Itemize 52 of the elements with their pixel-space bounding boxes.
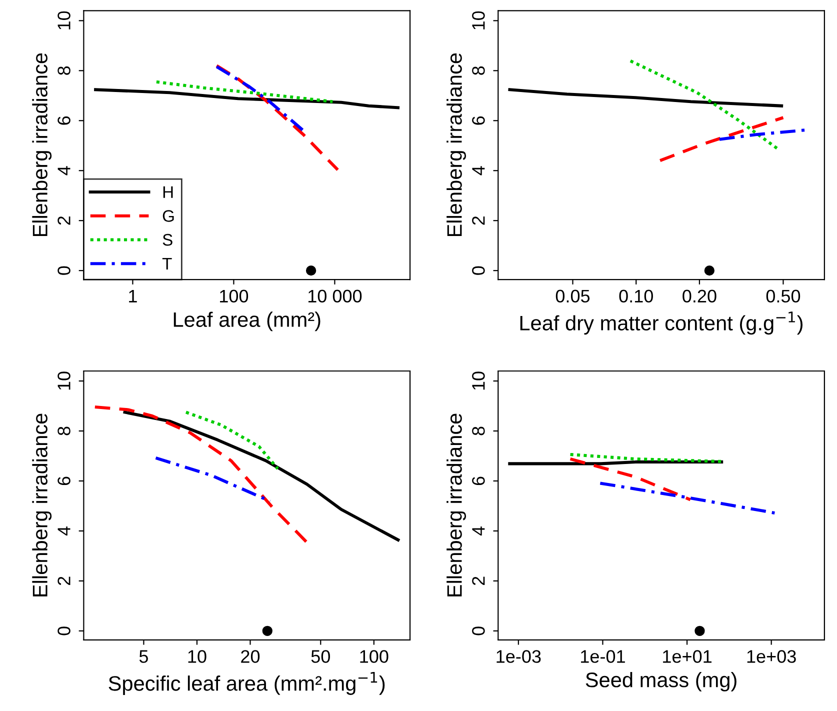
x-tick-label: 1e+01	[663, 650, 712, 663]
legend-label: S	[162, 234, 172, 246]
y-tick-label: 4	[58, 166, 70, 176]
y-tick-label: 6	[58, 116, 70, 125]
y-tick-label: 2	[472, 576, 485, 586]
y-axis-title: Ellenberg irradiance	[446, 53, 466, 236]
x-tick-label: 20	[241, 650, 260, 663]
y-tick-label: 10	[472, 11, 485, 30]
legend-label: G	[162, 210, 174, 222]
y-tick-label: 2	[58, 576, 70, 586]
y-tick-label: 6	[472, 476, 485, 486]
y-tick-label: 2	[472, 216, 485, 225]
y-tick-label: 8	[58, 426, 70, 436]
y-tick-label: 10	[472, 372, 485, 390]
y-tick-label: 6	[58, 476, 70, 486]
x-tick-label: 10 000	[308, 290, 362, 303]
y-tick-label: 10	[58, 372, 70, 390]
x-axis-title: Specific leaf area (mm².mg$^{−1}$)	[108, 672, 385, 695]
y-axis-title: Ellenberg irradiance	[32, 414, 52, 596]
y-tick-label: 4	[472, 166, 485, 176]
y-tick-label: 6	[472, 116, 485, 125]
x-tick-label: 0.10	[619, 290, 653, 303]
x-tick-label: 50	[311, 650, 330, 663]
y-tick-label: 10	[58, 11, 70, 30]
y-tick-label: 0	[472, 266, 485, 275]
x-tick-label: 1e-03	[496, 650, 541, 663]
y-tick-label: 0	[472, 626, 485, 636]
legend-label: H	[163, 186, 173, 198]
y-tick-label: 0	[58, 266, 70, 275]
y-tick-label: 2	[58, 216, 70, 225]
x-tick-label: 1e+03	[747, 650, 796, 663]
y-tick-label: 8	[472, 426, 485, 436]
x-tick-label: 1	[129, 290, 137, 302]
y-tick-label: 4	[58, 526, 70, 536]
y-tick-label: 8	[472, 66, 485, 75]
y-tick-label: 8	[58, 66, 70, 75]
x-tick-label: 5	[139, 650, 148, 663]
legend-label: T	[162, 258, 172, 270]
x-tick-label: 100	[220, 290, 248, 303]
x-tick-label: 100	[360, 650, 388, 663]
x-tick-label: 0.20	[682, 290, 716, 303]
x-tick-label: 0.50	[766, 290, 800, 303]
x-tick-label: 10	[188, 650, 206, 663]
x-axis-title: Seed mass (mg)	[586, 672, 736, 692]
x-tick-label: 1e-01	[581, 650, 625, 663]
x-axis-title: Leaf dry matter content (g.g$^{−1}$)	[520, 312, 803, 335]
y-axis-title: Ellenberg irradiance	[446, 414, 466, 596]
y-tick-label: 4	[472, 526, 485, 536]
y-tick-label: 0	[58, 626, 70, 636]
y-axis-title: Ellenberg irradiance	[32, 53, 52, 236]
x-tick-label: 0.05	[556, 290, 590, 303]
x-axis-title: Leaf area (mm²)	[174, 312, 320, 332]
